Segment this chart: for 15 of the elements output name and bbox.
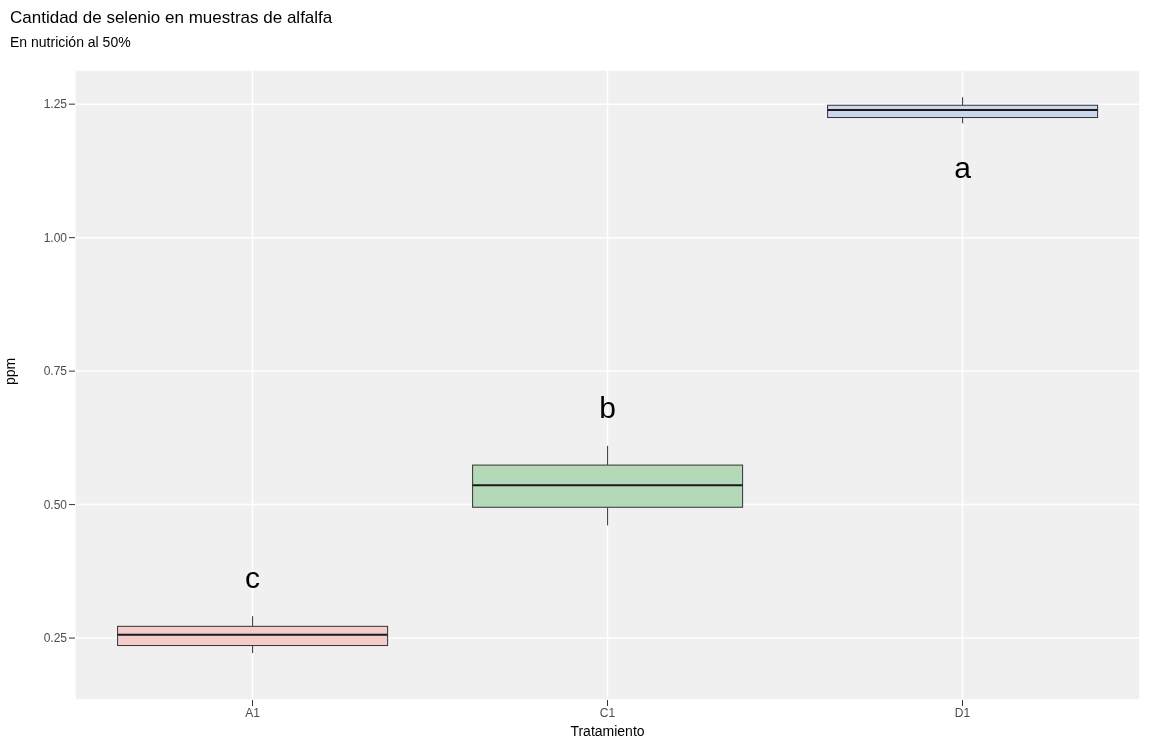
y-tick-label: 0.75 <box>43 364 68 379</box>
annotation: a <box>954 151 972 185</box>
x-axis-title: Tratamiento <box>570 723 645 738</box>
annotation: c <box>245 561 261 595</box>
chart-subtitle: En nutrición al 50% <box>10 34 131 50</box>
y-tick-label: 0.50 <box>43 497 68 512</box>
y-tick-label: 1.00 <box>43 230 68 245</box>
y-tick-label: 1.25 <box>43 97 68 112</box>
x-tick-label: A1 <box>245 705 261 720</box>
chart-title: Cantidad de selenio en muestras de alfalfa <box>10 8 333 28</box>
x-tick-label: D1 <box>954 705 971 720</box>
y-axis-title: ppm <box>1 357 18 385</box>
y-tick-label: 0.25 <box>43 631 68 646</box>
annotation: b <box>599 390 616 424</box>
x-tick-label: C1 <box>599 705 616 720</box>
